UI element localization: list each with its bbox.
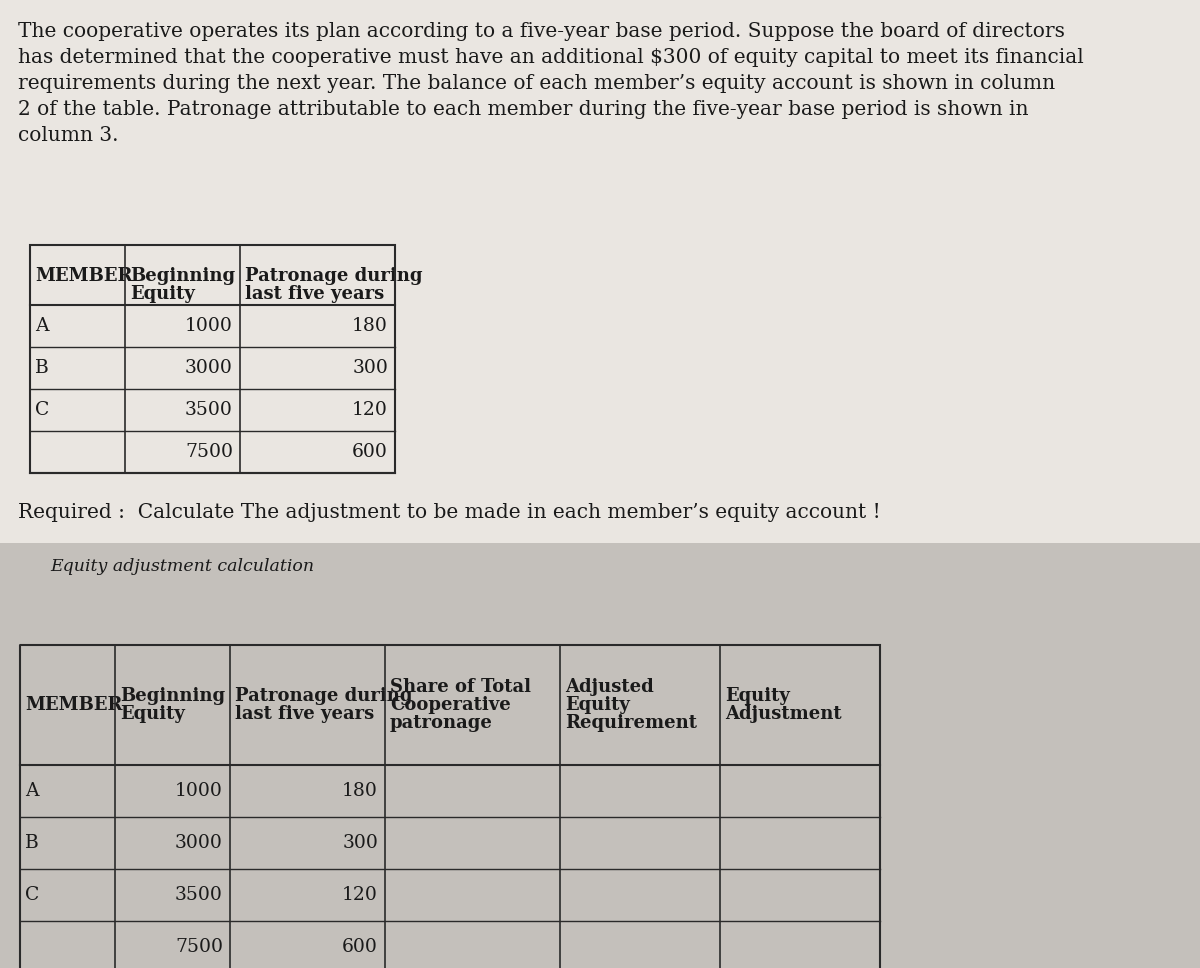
Text: B: B xyxy=(35,359,49,377)
Text: 3000: 3000 xyxy=(175,834,223,852)
Text: 7500: 7500 xyxy=(175,938,223,956)
Text: Equity: Equity xyxy=(130,285,194,303)
Text: Equity: Equity xyxy=(725,687,790,705)
Text: 600: 600 xyxy=(342,938,378,956)
Text: 3000: 3000 xyxy=(185,359,233,377)
Text: 120: 120 xyxy=(342,886,378,904)
Text: Beginning: Beginning xyxy=(120,687,226,705)
Text: 1000: 1000 xyxy=(185,317,233,335)
Text: B: B xyxy=(25,834,38,852)
Text: MEMBER: MEMBER xyxy=(35,267,132,285)
Bar xyxy=(30,245,395,473)
Text: 180: 180 xyxy=(342,782,378,800)
Text: Required :  Calculate The adjustment to be made in each member’s equity account : Required : Calculate The adjustment to b… xyxy=(18,503,881,522)
Text: Adjusted: Adjusted xyxy=(565,678,654,696)
Text: last five years: last five years xyxy=(235,705,374,723)
Bar xyxy=(0,0,1200,543)
Text: 300: 300 xyxy=(352,359,388,377)
Text: 7500: 7500 xyxy=(185,443,233,461)
Text: A: A xyxy=(35,317,48,335)
Text: Equity adjustment calculation: Equity adjustment calculation xyxy=(50,558,314,575)
Text: Beginning: Beginning xyxy=(130,267,235,285)
Text: C: C xyxy=(35,401,49,419)
Text: has determined that the cooperative must have an additional $300 of equity capit: has determined that the cooperative must… xyxy=(18,48,1084,67)
Text: 2 of the table. Patronage attributable to each member during the five-year base : 2 of the table. Patronage attributable t… xyxy=(18,100,1028,119)
Text: patronage: patronage xyxy=(390,714,493,732)
Text: Patronage during: Patronage during xyxy=(245,267,422,285)
Text: Patronage during: Patronage during xyxy=(235,687,413,705)
Text: 1000: 1000 xyxy=(175,782,223,800)
Text: MEMBER: MEMBER xyxy=(25,696,122,714)
Text: 180: 180 xyxy=(352,317,388,335)
Text: 600: 600 xyxy=(352,443,388,461)
Text: 120: 120 xyxy=(352,401,388,419)
Text: Cooperative: Cooperative xyxy=(390,696,511,714)
Text: 300: 300 xyxy=(342,834,378,852)
Text: column 3.: column 3. xyxy=(18,126,119,145)
Text: 3500: 3500 xyxy=(175,886,223,904)
Text: C: C xyxy=(25,886,40,904)
Text: Equity: Equity xyxy=(120,705,185,723)
Text: A: A xyxy=(25,782,38,800)
Text: last five years: last five years xyxy=(245,285,384,303)
Bar xyxy=(20,645,880,968)
Text: Equity: Equity xyxy=(565,696,630,714)
Text: Share of Total: Share of Total xyxy=(390,678,530,696)
Text: requirements during the next year. The balance of each member’s equity account i: requirements during the next year. The b… xyxy=(18,74,1055,93)
Bar xyxy=(0,543,1200,968)
Text: Requirement: Requirement xyxy=(565,714,697,732)
Text: 3500: 3500 xyxy=(185,401,233,419)
Text: Adjustment: Adjustment xyxy=(725,705,841,723)
Text: The cooperative operates its plan according to a five-year base period. Suppose : The cooperative operates its plan accord… xyxy=(18,22,1064,41)
